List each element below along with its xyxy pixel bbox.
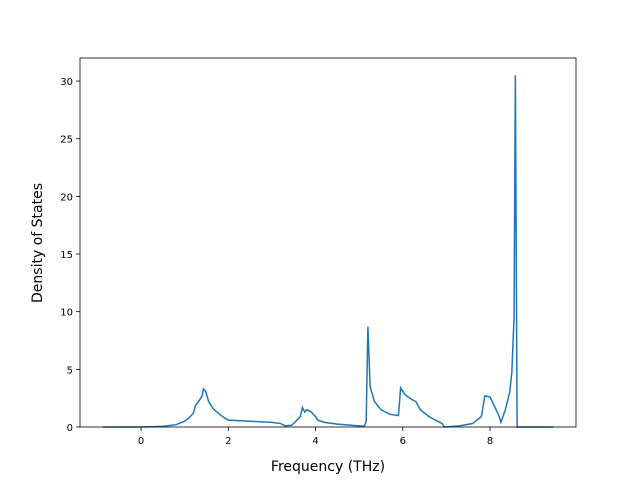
y-tick-label: 30 (60, 77, 73, 88)
x-tick-label: 4 (312, 436, 318, 447)
x-tick-label: 6 (400, 436, 406, 447)
y-tick-label: 25 (60, 135, 73, 146)
y-tick-label: 5 (67, 365, 73, 376)
x-axis-label: Frequency (THz) (271, 459, 385, 475)
y-tick-label: 15 (60, 250, 73, 261)
axes-frame (79, 57, 577, 428)
y-tick-label: 20 (60, 192, 73, 203)
y-axis-label: Density of States (30, 183, 46, 303)
y-tick-label: 10 (60, 308, 73, 319)
x-tick-label: 0 (138, 436, 144, 447)
y-tick-label: 0 (67, 423, 73, 434)
x-tick-label: 2 (225, 436, 231, 447)
line (102, 75, 554, 428)
x-tick-label: 8 (487, 436, 493, 447)
